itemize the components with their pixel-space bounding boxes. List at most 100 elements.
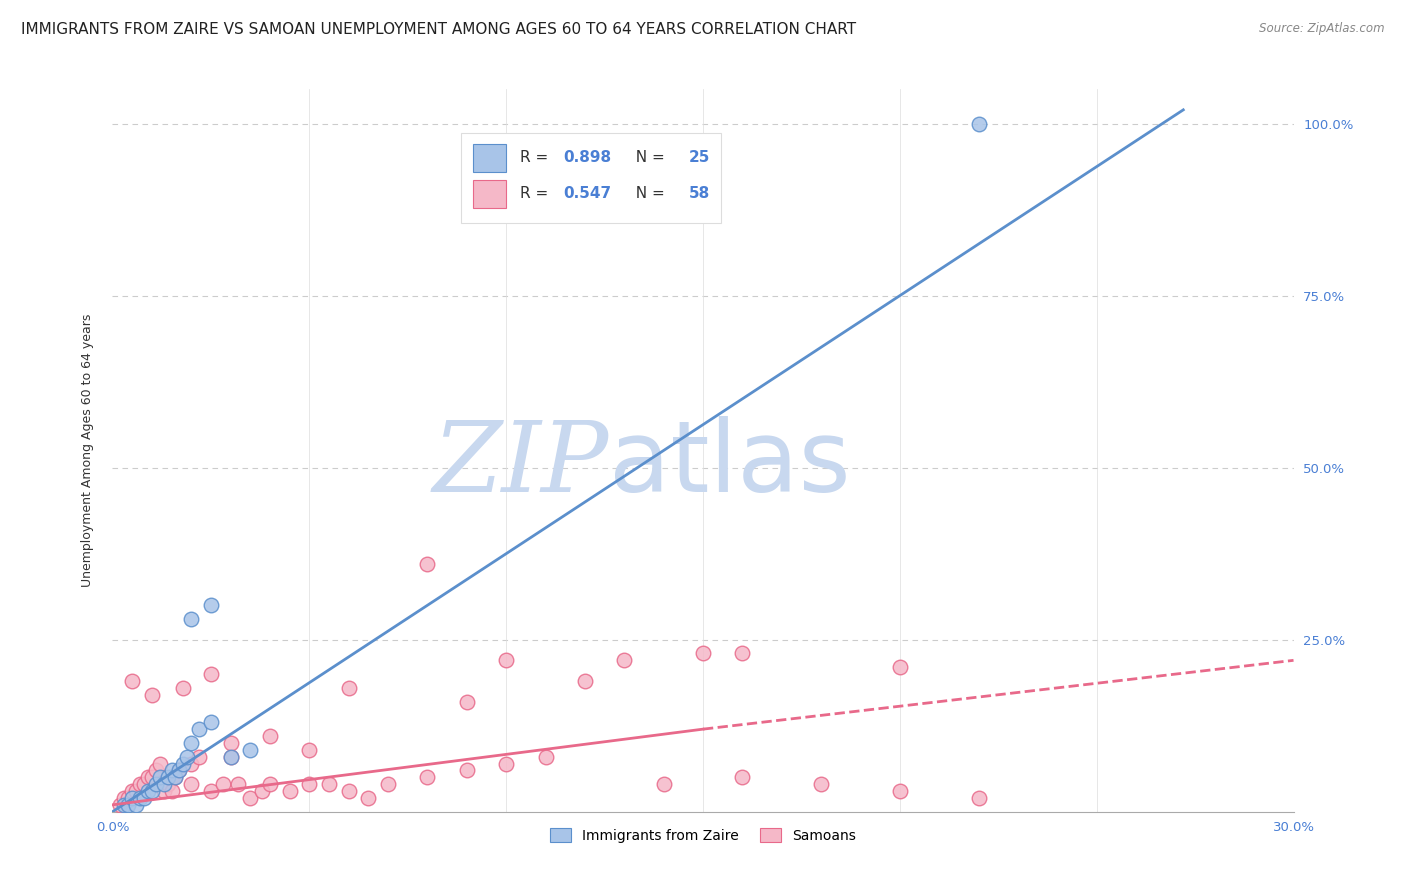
Point: [731, 647, 754, 661]
Point: [574, 673, 596, 688]
Point: [200, 667, 222, 681]
FancyBboxPatch shape: [472, 180, 506, 208]
Point: [117, 797, 139, 812]
Point: [121, 784, 143, 798]
Point: [156, 770, 179, 784]
Text: N =: N =: [626, 186, 669, 202]
Y-axis label: Unemployment Among Ages 60 to 64 years: Unemployment Among Ages 60 to 64 years: [82, 314, 94, 587]
Point: [160, 770, 183, 784]
Point: [278, 784, 301, 798]
Point: [692, 647, 714, 661]
Point: [250, 784, 273, 798]
Text: atlas: atlas: [609, 417, 851, 514]
Point: [180, 777, 202, 791]
Point: [810, 777, 832, 791]
Point: [117, 791, 139, 805]
Point: [318, 777, 340, 791]
Point: [219, 749, 242, 764]
Point: [112, 791, 135, 805]
Point: [136, 784, 159, 798]
Point: [259, 777, 281, 791]
Point: [132, 777, 155, 791]
Point: [110, 797, 132, 812]
Point: [129, 791, 152, 805]
Point: [180, 612, 202, 626]
Point: [129, 777, 152, 791]
Point: [145, 777, 167, 791]
Point: [188, 722, 211, 736]
Point: [416, 557, 439, 571]
Point: [377, 777, 399, 791]
Text: 58: 58: [689, 186, 710, 202]
Point: [172, 681, 194, 695]
Point: [172, 756, 194, 771]
Point: [967, 791, 990, 805]
Point: [200, 784, 222, 798]
Point: [298, 743, 321, 757]
Point: [169, 764, 191, 778]
Legend: Immigrants from Zaire, Samoans: Immigrants from Zaire, Samoans: [544, 822, 862, 848]
Point: [456, 764, 478, 778]
Point: [889, 660, 911, 674]
Text: 0.547: 0.547: [564, 186, 612, 202]
Point: [169, 764, 191, 778]
Point: [239, 791, 262, 805]
Point: [337, 784, 360, 798]
Point: [188, 749, 211, 764]
Point: [200, 715, 222, 730]
Text: Source: ZipAtlas.com: Source: ZipAtlas.com: [1260, 22, 1385, 36]
Point: [456, 695, 478, 709]
FancyBboxPatch shape: [461, 133, 721, 223]
Point: [165, 770, 187, 784]
Point: [141, 688, 163, 702]
Point: [156, 777, 179, 791]
Point: [357, 791, 380, 805]
Point: [141, 784, 163, 798]
Point: [149, 756, 172, 771]
Point: [613, 653, 636, 667]
Text: R =: R =: [520, 151, 553, 165]
Point: [298, 777, 321, 791]
Point: [219, 736, 242, 750]
Point: [136, 770, 159, 784]
Point: [731, 770, 754, 784]
Text: ZIP: ZIP: [432, 417, 609, 513]
Point: [176, 749, 198, 764]
Text: IMMIGRANTS FROM ZAIRE VS SAMOAN UNEMPLOYMENT AMONG AGES 60 TO 64 YEARS CORRELATI: IMMIGRANTS FROM ZAIRE VS SAMOAN UNEMPLOY…: [21, 22, 856, 37]
Text: N =: N =: [626, 151, 669, 165]
Point: [152, 777, 174, 791]
Point: [180, 756, 202, 771]
Point: [259, 729, 281, 743]
Point: [889, 784, 911, 798]
Point: [228, 777, 250, 791]
Point: [121, 673, 143, 688]
Point: [200, 599, 222, 613]
Point: [125, 797, 148, 812]
Point: [219, 749, 242, 764]
FancyBboxPatch shape: [472, 145, 506, 171]
Point: [239, 743, 262, 757]
Point: [652, 777, 675, 791]
Point: [141, 770, 163, 784]
Point: [495, 653, 517, 667]
Point: [534, 749, 557, 764]
Point: [145, 764, 167, 778]
Point: [149, 770, 172, 784]
Text: 25: 25: [689, 151, 710, 165]
Point: [125, 784, 148, 798]
Text: R =: R =: [520, 186, 553, 202]
Point: [337, 681, 360, 695]
Text: 0.898: 0.898: [564, 151, 612, 165]
Point: [416, 770, 439, 784]
Point: [165, 770, 187, 784]
Point: [121, 791, 143, 805]
Point: [495, 756, 517, 771]
Point: [152, 784, 174, 798]
Point: [211, 777, 233, 791]
Point: [160, 764, 183, 778]
Point: [132, 791, 155, 805]
Point: [160, 784, 183, 798]
Point: [180, 736, 202, 750]
Point: [967, 117, 990, 131]
Point: [112, 797, 135, 812]
